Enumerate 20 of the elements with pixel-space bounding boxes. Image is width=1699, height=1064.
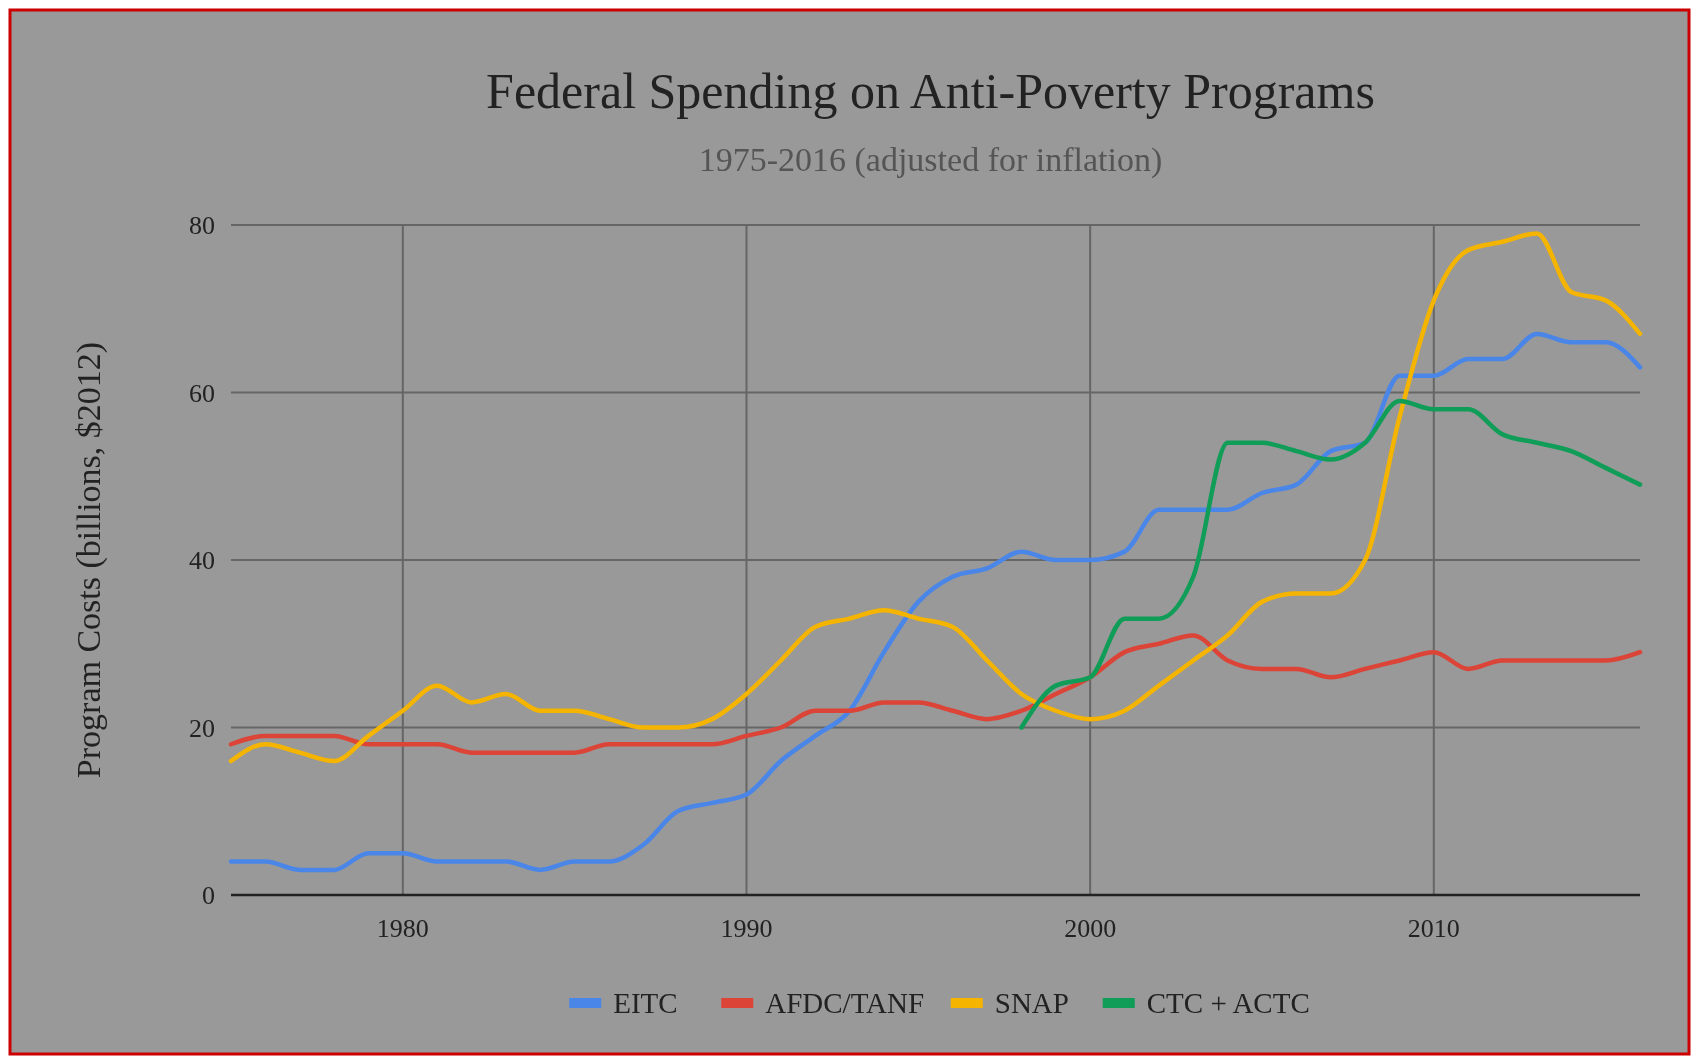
x-tick-label: 2000 bbox=[1064, 914, 1117, 943]
y-tick-label: 60 bbox=[189, 378, 215, 408]
y-tick-label: 20 bbox=[189, 713, 215, 743]
legend-label: SNAP bbox=[994, 987, 1069, 1020]
y-axis-title: Program Costs (billions, $2012) bbox=[70, 341, 108, 779]
y-tick-label: 40 bbox=[189, 546, 215, 576]
line-series bbox=[228, 633, 1643, 755]
chart-title: Federal Spending on Anti-Poverty Programs bbox=[486, 63, 1375, 119]
line-series bbox=[228, 231, 1643, 764]
x-tick-label: 1990 bbox=[720, 914, 773, 943]
x-tick-label: 2010 bbox=[1407, 914, 1460, 943]
x-tick-label: 1980 bbox=[376, 914, 429, 943]
line-series bbox=[1019, 398, 1643, 730]
chart-subtitle: 1975-2016 (adjusted for inflation) bbox=[698, 141, 1163, 179]
y-tick-label: 0 bbox=[202, 881, 215, 911]
y-tick-label: 80 bbox=[189, 211, 215, 241]
legend-label: EITC bbox=[613, 987, 678, 1020]
line-series bbox=[228, 331, 1643, 873]
legend-label: CTC + ACTC bbox=[1146, 987, 1310, 1020]
legend-label: AFDC/TANF bbox=[765, 987, 925, 1020]
